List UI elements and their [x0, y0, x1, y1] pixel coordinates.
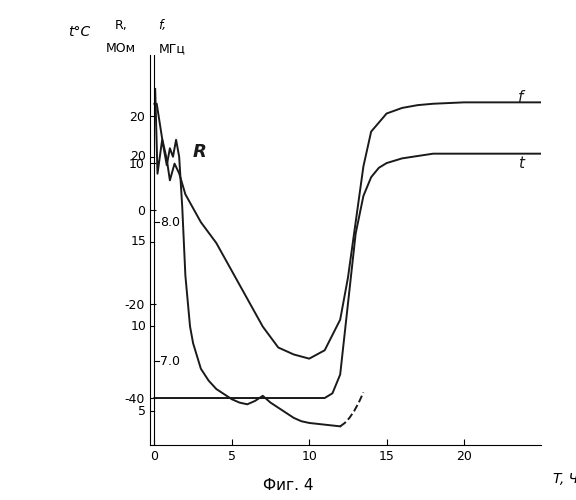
Text: 20: 20 [130, 150, 146, 163]
Text: 10: 10 [130, 320, 146, 333]
Text: 7.0: 7.0 [160, 355, 180, 368]
Text: 8.0: 8.0 [160, 216, 180, 228]
Text: T, Часы: T, Часы [553, 472, 576, 486]
Text: МГц: МГц [158, 42, 185, 55]
Text: 5: 5 [138, 404, 146, 417]
Text: R,: R, [115, 18, 127, 32]
Text: МОм: МОм [105, 42, 136, 55]
Text: t: t [518, 156, 524, 170]
Text: R: R [193, 143, 207, 161]
Text: t°C: t°C [68, 26, 90, 40]
Text: Фиг. 4: Фиг. 4 [263, 478, 313, 493]
Text: f,: f, [158, 18, 166, 32]
Text: f: f [518, 90, 524, 105]
Text: 15: 15 [130, 235, 146, 248]
